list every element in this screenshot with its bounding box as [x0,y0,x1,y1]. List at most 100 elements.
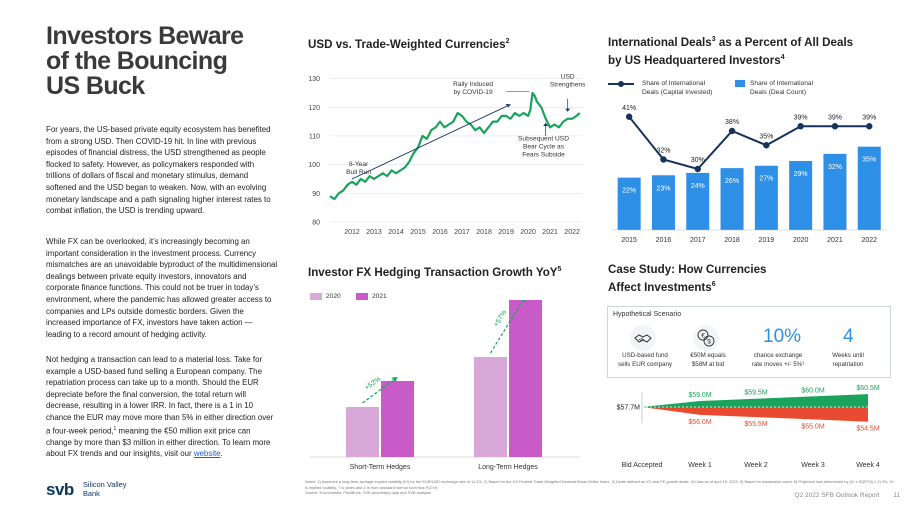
caption-exchange: €50M equals $58M at bid [678,352,738,369]
usd-x-tick-label: 2021 [542,229,558,236]
intl-chart-title-mid: as a Percent of All Deals [715,35,854,49]
case-start-label: $57.7M [617,405,641,412]
case-lower-label: $55.5M [744,421,768,428]
hedge-x-tick-label: Short-Term Hedges [350,464,411,471]
usd-bear-cycle-label: Fears Subside [522,151,565,158]
hedge-bar-2020 [474,357,507,457]
usd-y-tick-label: 110 [309,133,320,140]
usd-chart-title-text: USD vs. Trade-Weighted Currencies [308,37,506,51]
intl-x-tick-label: 2021 [827,237,843,244]
svb-logo-mark: svb [46,480,74,499]
paragraph-3-text: Not hedging a transaction can lead to a … [46,355,274,436]
intl-x-tick-label: 2017 [690,237,706,244]
case-title-line1: Case Study: How Currencies [608,263,767,276]
caption-chance-1: chance exchange [753,352,803,359]
page-title: Investors Beware of the Bouncing US Buck [46,24,286,99]
case-x-tick-label: Week 1 [688,462,712,469]
usd-covid-label: by COVID-19 [453,89,493,96]
usd-bull-run-label: Bull Run [346,169,371,176]
page-footer: Q2 2022 SFB Outlook Report 11 [795,492,900,499]
usd-x-tick-label: 2020 [520,229,536,236]
usd-index-line [329,91,581,201]
usd-y-tick-label: 80 [312,220,320,227]
legend-bar-swatch [735,80,745,87]
caption-exchange-1: €50M equals [690,352,726,359]
usd-x-tick-label: 2015 [410,229,426,236]
legend-line-label: Share of International Deals (Capital In… [642,79,712,97]
intl-line-label: 41% [622,105,636,112]
usd-strengthens-label: Strengthens [550,82,586,89]
caption-fund: USD-based fund sells EUR company [615,352,675,369]
intl-line-point [831,123,839,130]
case-upper-label: $59.5M [744,390,768,397]
usd-chart-title: USD vs. Trade-Weighted Currencies2 [308,34,510,52]
legend-bar-label-1: Share of International [750,80,814,87]
intl-bar-2019 [754,165,778,230]
usd-x-tick-label: 2014 [388,229,404,236]
intl-x-tick-label: 2019 [759,237,775,244]
intl-bar-2021 [823,153,847,230]
intl-line-point [763,142,770,149]
usd-bear-cycle-label: Bear Cycle as [523,143,565,150]
hedge-growth-arrowhead [522,300,526,302]
intl-bar-label: 32% [828,164,842,171]
paragraph-3-rest: meaning the €50 million exit price can c… [46,426,271,459]
caption-fund-1: USD-based fund [622,352,668,359]
legend-bar-label: Share of International Deals (Deal Count… [750,79,813,97]
usd-x-tick-label: 2012 [344,229,360,236]
intl-chart-title-line2: by US Headquartered Investors [608,53,781,67]
caption-exchange-2: $58M at bid [691,360,725,368]
paragraph-2: While FX can be overlooked, it’s increas… [46,237,278,339]
caption-weeks-1: Weeks until [832,352,864,359]
intl-chart-title-text: International Deals [608,35,712,49]
intl-bar-label: 29% [794,171,808,178]
case-lower-label: $56.0M [688,419,712,426]
intl-bar-2016 [651,175,675,230]
intl-x-tick-label: 2022 [861,237,877,244]
hedge-growth-arrow [489,300,524,354]
intl-line-point [728,127,736,135]
usd-y-tick-label: 100 [308,162,320,169]
usd-covid-label: Rally Induced [453,81,493,88]
case-x-tick-label: Week 2 [744,462,768,469]
footnote-ref: 1 [113,425,117,432]
intl-x-tick-label: 2015 [621,237,637,244]
legend-2021-label: 2021 [372,293,387,300]
usd-y-tick-label: 90 [312,191,320,198]
case-downside-area [642,407,868,422]
hedge-chart-title: Investor FX Hedging Transaction Growth Y… [308,262,561,280]
hypothetical-scenario-box [607,306,891,378]
paragraph-3: Not hedging a transaction can lead to a … [46,354,278,460]
intl-line-label: 38% [725,119,739,126]
case-study-chart: $57.7M $59.0M $56.0M $59.5M $55.5M $60.0M $55.… [617,385,880,469]
svb-logo-name-line1: Silicon Valley [83,480,127,489]
caption-chance-2: rate moves +/- 5%¹ [751,360,805,368]
legend-bar-label-2: Deals (Deal Count) [750,89,807,96]
caption-weeks-2: repatriation [832,360,864,368]
hedge-bar-2021 [381,381,414,457]
intl-line-label: 35% [759,133,773,140]
legend-line-label-1: Share of International [642,80,706,87]
euro-dollar-exchange-icon: € $ [693,325,719,351]
intl-line-label: 39% [794,114,808,121]
title-line-1: Investors Beware [46,22,244,50]
intl-bar-label: 22% [622,188,636,195]
case-lower-label: $54.5M [856,426,880,433]
intl-bar-label: 24% [691,183,705,190]
case-title: Case Study: How Currencies Affect Investm… [608,262,767,295]
handshake-icon [630,325,656,351]
scenario-header: Hypothetical Scenario [613,311,682,318]
case-upper-label: $60.5M [856,385,880,392]
usd-bull-run-label: 8-Year [349,161,369,168]
intl-bar-label: 23% [656,185,670,192]
intl-line-point [797,123,804,130]
website-link[interactable]: website [193,449,221,459]
usd-x-tick-label: 2017 [454,229,470,236]
intl-line-point [866,123,873,130]
intl-bar-2018 [720,168,744,230]
source-text: Source: Economedia, PitchBook, SVB propr… [305,490,431,496]
intl-capital-line [628,116,870,171]
footnotes: Notes: 1) Assumes a long-term average im… [305,479,895,496]
intl-line-label: 39% [862,114,876,121]
legend-2020-swatch [310,293,322,300]
